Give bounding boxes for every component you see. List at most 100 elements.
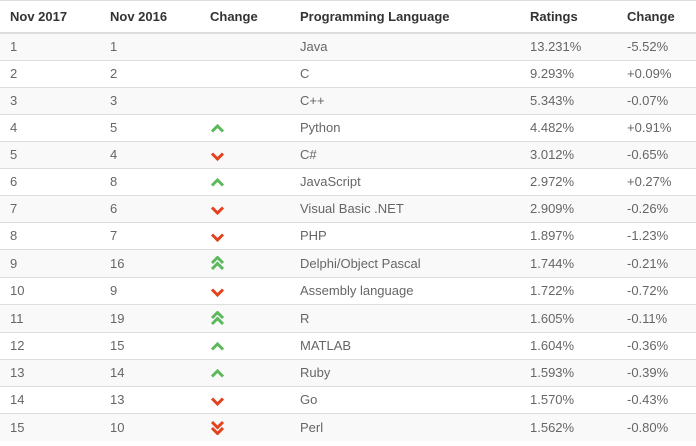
- table-row: 8 7 PHP 1.897% -1.23%: [0, 222, 696, 250]
- table-row: 10 9 Assembly language 1.722% -0.72%: [0, 277, 696, 305]
- rank-2017-cell: 11: [0, 304, 100, 333]
- rating-cell: 13.231%: [530, 39, 582, 54]
- rank-2017-cell: 2: [0, 60, 100, 88]
- rank-2016-cell: 5: [100, 114, 200, 142]
- down-arrow-icon: [210, 232, 225, 242]
- change-icon-cell: [200, 386, 290, 414]
- rating-cell: 1.897%: [520, 222, 617, 250]
- rank-2016-cell: 7: [100, 222, 200, 250]
- down-arrow-icon: [210, 396, 225, 406]
- change-pct-cell: -0.07%: [617, 87, 696, 115]
- rank-2016-cell: 13: [100, 386, 200, 414]
- language-cell: Assembly language: [290, 277, 520, 305]
- rank-2016-cell: 19: [100, 304, 200, 333]
- change-icon-cell: [200, 33, 290, 61]
- change-pct-cell: -0.43%: [617, 386, 696, 414]
- change-pct-cell: +0.27%: [617, 168, 696, 196]
- change-pct-cell: -0.11%: [617, 304, 696, 333]
- change-pct-cell: -5.52%: [627, 39, 669, 54]
- rank-2016-cell: 14: [100, 359, 200, 387]
- change-pct-cell: -0.36%: [617, 332, 696, 360]
- table-row: 9 16 Delphi/Object Pascal 1.744% -0.21%: [0, 248, 696, 278]
- double-up-arrow-icon: [210, 311, 225, 326]
- table-row: 12 15 MATLAB 1.604% -0.36%: [0, 332, 696, 360]
- change-pct-cell: +0.91%: [617, 114, 696, 142]
- rating-cell: 1.722%: [520, 277, 617, 305]
- column-header-change-position: Change: [200, 0, 290, 34]
- table-row: 4 5 Python 4.482% +0.91%: [0, 114, 696, 142]
- rating-cell: 4.482%: [520, 114, 617, 142]
- table-row: 5 4 C# 3.012% -0.65%: [0, 141, 696, 169]
- rank-2017-cell: 7: [0, 195, 100, 223]
- up-arrow-icon: [210, 368, 225, 379]
- change-pct-cell: -0.72%: [617, 277, 696, 305]
- change-pct-cell: -0.80%: [617, 413, 696, 442]
- column-header-nov-2017: Nov 2017: [0, 0, 100, 34]
- rank-2016-cell: 10: [100, 413, 200, 442]
- rating-cell: 1.593%: [520, 359, 617, 387]
- table-row: 14 13 Go 1.570% -0.43%: [0, 386, 696, 414]
- change-icon-cell: [200, 141, 290, 169]
- table-row: 2 2 C 9.293% +0.09%: [0, 60, 696, 88]
- change-icon-cell: [200, 168, 290, 196]
- change-icon-cell: [200, 60, 290, 88]
- rank-2016-cell: 4: [100, 141, 200, 169]
- language-cell: R: [290, 304, 520, 333]
- language-cell: C++: [290, 87, 520, 115]
- rank-2017-cell: 1: [10, 39, 18, 54]
- language-cell: Ruby: [290, 359, 520, 387]
- change-pct-cell: -0.39%: [617, 359, 696, 387]
- language-cell: Java: [300, 39, 328, 54]
- column-header-change-ratings: Change: [617, 0, 696, 34]
- rank-2016-cell: 2: [100, 60, 200, 88]
- rank-2017-cell: 6: [0, 168, 100, 196]
- table-row: 7 6 Visual Basic .NET 2.909% -0.26%: [0, 195, 696, 223]
- rating-cell: 9.293%: [520, 60, 617, 88]
- rank-2017-cell: 5: [0, 141, 100, 169]
- rating-cell: 5.343%: [520, 87, 617, 115]
- column-header-ratings: Ratings: [520, 0, 617, 34]
- rank-2017-cell: 14: [0, 386, 100, 414]
- rating-cell: 1.744%: [520, 248, 617, 278]
- change-icon-cell: [200, 359, 290, 387]
- table-row: 3 3 C++ 5.343% -0.07%: [0, 87, 696, 115]
- rating-cell: 2.909%: [520, 195, 617, 223]
- table-body: 1 1 Java 13.231% -5.52% 2 2 C 9.293% +0.09% 3 3 C++ 5…: [0, 33, 696, 442]
- change-icon-cell: [200, 222, 290, 250]
- rank-2016-cell: 16: [100, 248, 200, 278]
- change-icon-cell: [200, 304, 290, 333]
- rating-cell: 1.570%: [520, 386, 617, 414]
- rank-2017-cell: 3: [0, 87, 100, 115]
- language-cell: Delphi/Object Pascal: [290, 248, 520, 278]
- rating-cell: 3.012%: [520, 141, 617, 169]
- rank-2016-cell: 15: [100, 332, 200, 360]
- language-cell: Go: [290, 386, 520, 414]
- rank-2016-cell: 1: [110, 39, 118, 54]
- change-icon-cell: [200, 248, 290, 278]
- down-arrow-icon: [210, 205, 225, 215]
- rating-cell: 1.604%: [520, 332, 617, 360]
- rank-2017-cell: 15: [0, 413, 100, 442]
- rank-2016-cell: 8: [100, 168, 200, 196]
- change-pct-cell: -1.23%: [617, 222, 696, 250]
- table-row: 6 8 JavaScript 2.972% +0.27%: [0, 168, 696, 196]
- language-cell: PHP: [290, 222, 520, 250]
- down-arrow-icon: [210, 287, 225, 297]
- rank-2017-cell: 12: [0, 332, 100, 360]
- table-row: 1 1 Java 13.231% -5.52%: [0, 33, 696, 61]
- change-pct-cell: -0.26%: [617, 195, 696, 223]
- column-header-nov-2016: Nov 2016: [100, 0, 200, 34]
- table-row: 15 10 Perl 1.562% -0.80%: [0, 413, 696, 442]
- language-cell: JavaScript: [290, 168, 520, 196]
- language-cell: MATLAB: [290, 332, 520, 360]
- double-down-arrow-icon: [210, 420, 225, 436]
- change-icon-cell: [200, 87, 290, 115]
- rank-2017-cell: 4: [0, 114, 100, 142]
- rank-2017-cell: 13: [0, 359, 100, 387]
- up-arrow-icon: [210, 341, 225, 352]
- language-cell: C#: [290, 141, 520, 169]
- change-pct-cell: -0.21%: [617, 248, 696, 278]
- rank-2017-cell: 8: [0, 222, 100, 250]
- double-up-arrow-icon: [210, 256, 225, 271]
- header-row: Nov 2017 Nov 2016 Change Programming Lan…: [0, 0, 696, 34]
